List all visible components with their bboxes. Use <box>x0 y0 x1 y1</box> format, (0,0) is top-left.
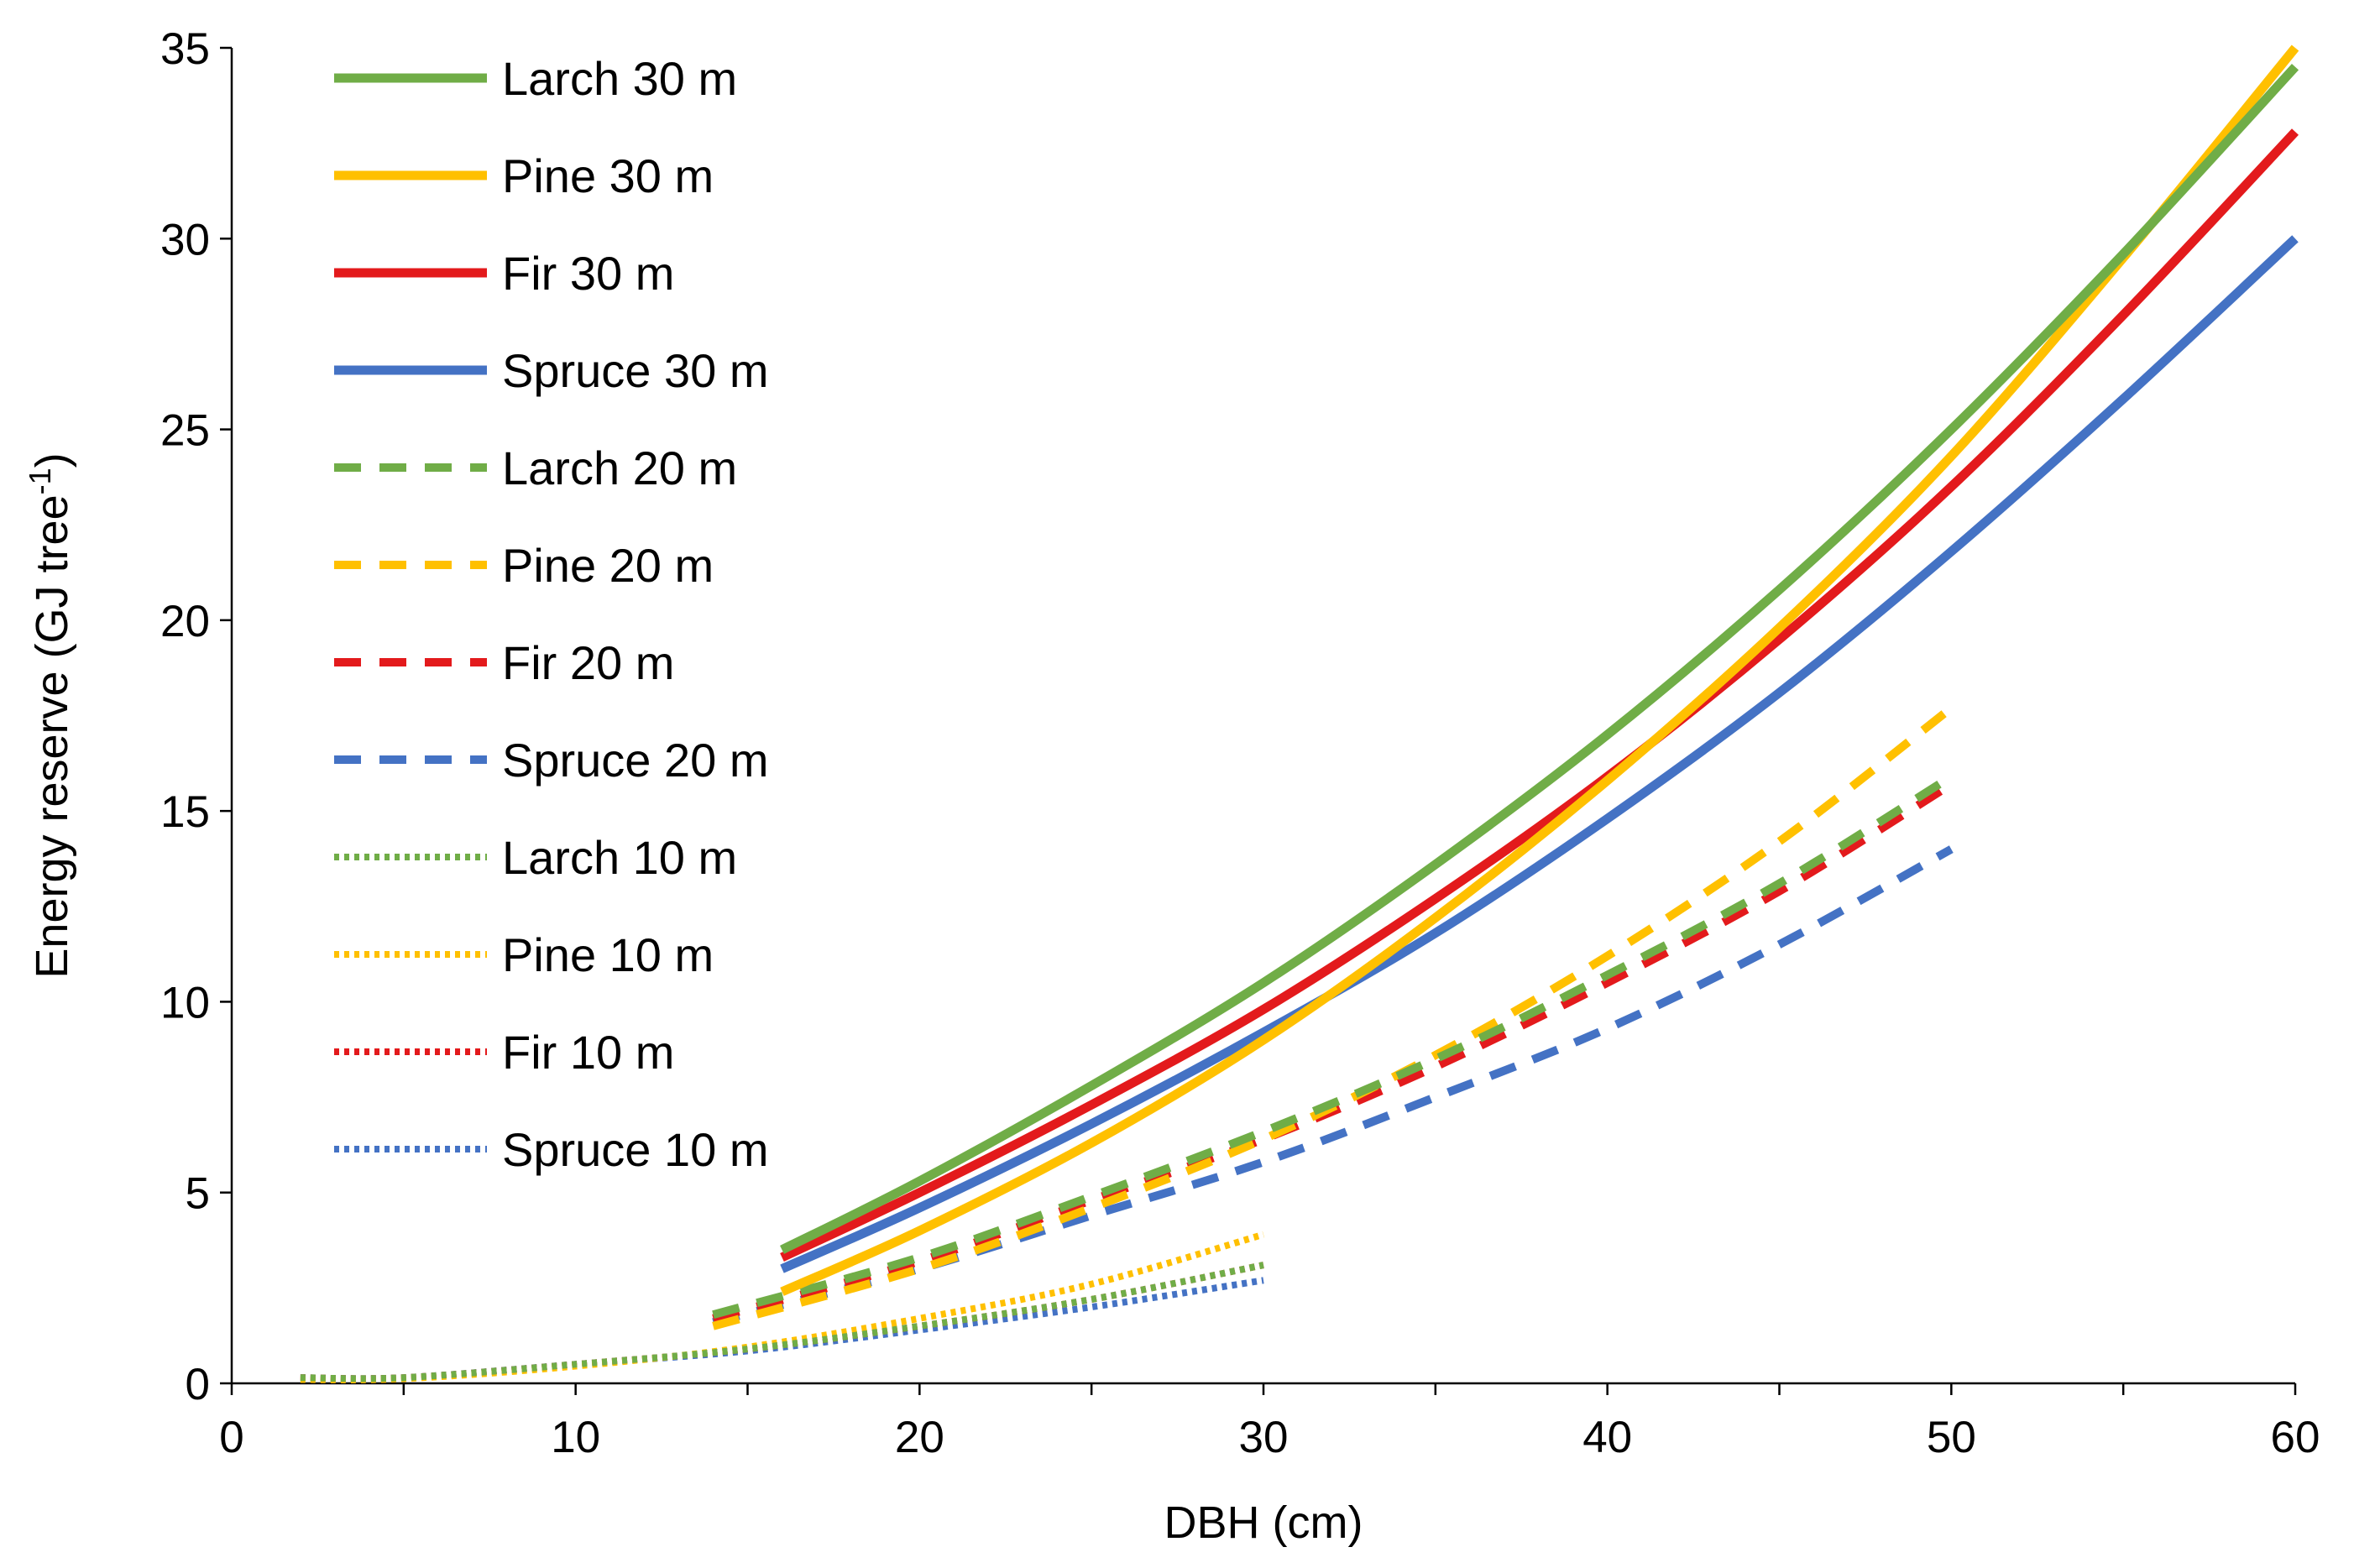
x-tick-label: 20 <box>895 1413 944 1462</box>
legend-label-pine-10-m: Pine 10 m <box>502 928 714 981</box>
legend-label-fir-20-m: Fir 20 m <box>502 636 674 689</box>
x-tick-label: 30 <box>1239 1413 1289 1462</box>
series-line-pine-30-m <box>780 44 2299 1296</box>
y-tick-label: 10 <box>160 978 210 1027</box>
x-tick-label: 50 <box>1927 1413 1976 1462</box>
legend: Larch 30 m Pine 30 m Fir 30 m Spruce 30 m La… <box>334 52 769 1176</box>
y-tick-label: 35 <box>160 24 210 74</box>
x-tick-label: 0 <box>219 1413 243 1462</box>
x-tick-label: 60 <box>2271 1413 2320 1462</box>
legend-label-spruce-10-m: Spruce 10 m <box>502 1123 769 1176</box>
series-line-spruce-30-m <box>780 235 2299 1273</box>
x-tick-label: 40 <box>1582 1413 1632 1462</box>
legend-label-larch-20-m: Larch 20 m <box>502 442 737 494</box>
series-lines <box>300 44 2299 1383</box>
y-tick-label: 0 <box>186 1360 210 1409</box>
legend-label-spruce-30-m: Spruce 30 m <box>502 344 769 397</box>
series-line-pine-20-m <box>712 704 1954 1330</box>
legend-label-larch-10-m: Larch 10 m <box>502 831 737 884</box>
series-line-larch-30-m <box>780 63 2299 1254</box>
series-line-spruce-20-m <box>712 845 1954 1327</box>
y-tick-label: 30 <box>160 215 210 264</box>
y-tick-label: 25 <box>160 406 210 456</box>
series-line-larch-10-m <box>300 1262 1264 1382</box>
axes: 0 5 10 15 20 25 30 35 0 10 20 30 40 50 60 <box>160 24 2320 1462</box>
x-tick-label: 10 <box>551 1413 600 1462</box>
y-axis-title-suffix: ) <box>27 452 77 468</box>
series-line-fir-10-m <box>300 1262 1264 1382</box>
series-line-larch-20-m <box>712 772 1954 1320</box>
legend-label-pine-30-m: Pine 30 m <box>502 149 714 202</box>
legend-label-fir-10-m: Fir 10 m <box>502 1026 674 1079</box>
series-line-fir-30-m <box>780 128 2299 1262</box>
y-axis-title-superscript: -1 <box>23 468 57 494</box>
y-tick-label: 5 <box>186 1169 210 1219</box>
legend-label-larch-30-m: Larch 30 m <box>502 52 737 105</box>
y-axis-title-main: Energy reserve (GJ tree <box>27 494 77 978</box>
y-tick-label: 15 <box>160 787 210 837</box>
y-tick-label: 20 <box>160 597 210 646</box>
x-axis-title: DBH (cm) <box>1164 1497 1363 1548</box>
legend-label-pine-20-m: Pine 20 m <box>502 539 714 592</box>
legend-label-spruce-20-m: Spruce 20 m <box>502 734 769 787</box>
y-axis-title: Energy reserve (GJ tree-1) <box>23 452 77 978</box>
legend-label-fir-30-m: Fir 30 m <box>502 247 674 300</box>
